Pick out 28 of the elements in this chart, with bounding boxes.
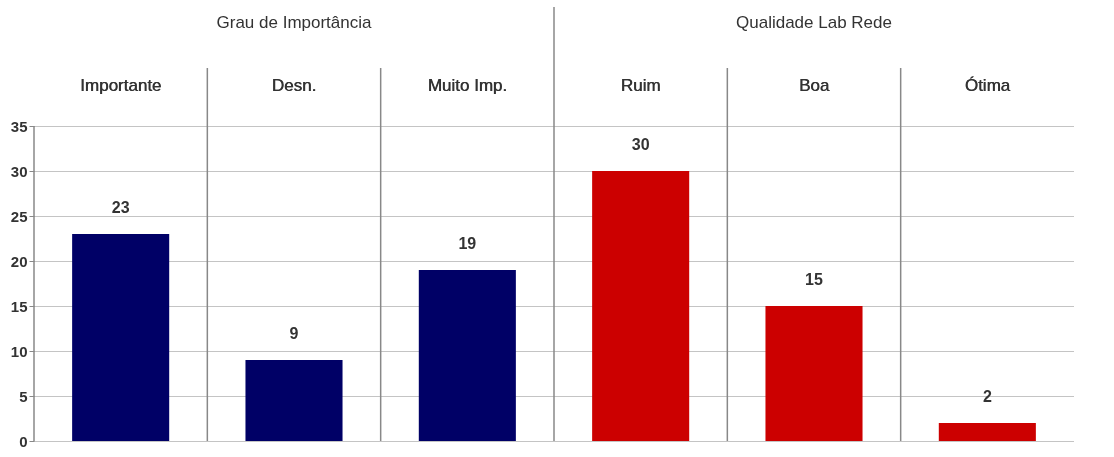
text: Grau de Importância (216, 13, 373, 32)
data-label: 23 (111, 199, 130, 216)
bar (72, 234, 170, 441)
x-tick-label: Desn. (272, 75, 317, 95)
data-label: 9 (289, 325, 299, 342)
data-label: 2 (982, 388, 992, 405)
bar (418, 270, 516, 441)
bar (938, 423, 1036, 441)
x-tick-label: Boa (799, 75, 831, 95)
x-tick-label: Muito Imp. (428, 75, 508, 95)
y-tick-label: 20 (10, 252, 28, 270)
data-label: 15 (805, 271, 823, 288)
y-tick-label: 30 (10, 162, 28, 180)
y-tick-label: 25 (10, 207, 28, 225)
data-label: 19 (458, 235, 477, 252)
y-tick-label: 10 (10, 342, 28, 360)
y-tick-label: 35 (10, 117, 28, 135)
text: Qualidade Lab Rede (736, 13, 892, 32)
bar (592, 171, 690, 441)
bar (765, 306, 863, 441)
data-label: 30 (631, 136, 650, 153)
bar (245, 360, 343, 441)
y-tick-label: 5 (19, 387, 28, 405)
x-tick-label: Ótima (965, 75, 1012, 95)
y-tick-label: 15 (10, 297, 28, 315)
y-tick-label: 0 (19, 432, 28, 450)
x-tick-label: Ruim (621, 75, 661, 95)
x-tick-label: Importante (80, 75, 162, 95)
